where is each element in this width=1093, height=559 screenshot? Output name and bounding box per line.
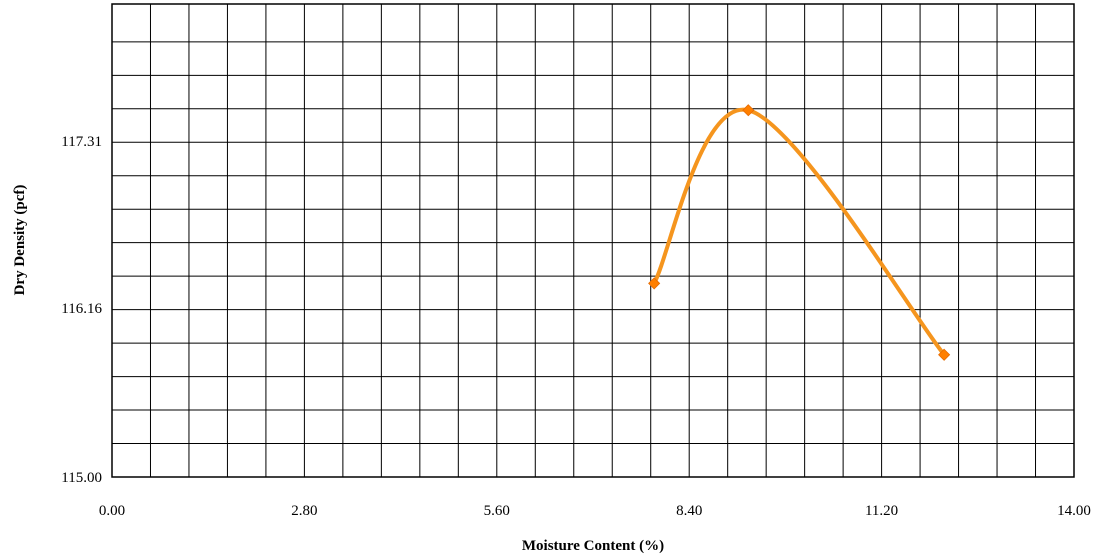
x-tick-label: 5.60: [484, 503, 510, 519]
x-tick-label: 8.40: [676, 503, 702, 519]
plot-frame: [111, 3, 1075, 478]
data-point-marker: [648, 277, 661, 290]
series-layer: [648, 104, 951, 361]
y-tick-label: 117.31: [61, 134, 102, 150]
x-axis-title: Moisture Content (%): [522, 538, 664, 554]
x-tick-label: 2.80: [291, 503, 317, 519]
series-line: [652, 107, 947, 357]
y-tick-label: 116.16: [61, 301, 102, 317]
x-axis-ticks: 0.00 2.80 5.60 8.40 11.20 14.00: [99, 503, 1091, 519]
y-axis-title: Dry Density (pcf): [12, 185, 28, 296]
x-tick-label: 11.20: [865, 503, 898, 519]
data-point-marker: [742, 104, 755, 117]
x-tick-label: 14.00: [1057, 503, 1091, 519]
y-tick-label: 115.00: [61, 470, 102, 486]
x-tick-label: 0.00: [99, 503, 125, 519]
data-point-marker: [938, 348, 951, 361]
grid: [112, 4, 1074, 477]
y-axis-ticks: 115.00 116.16 117.31: [61, 134, 102, 486]
